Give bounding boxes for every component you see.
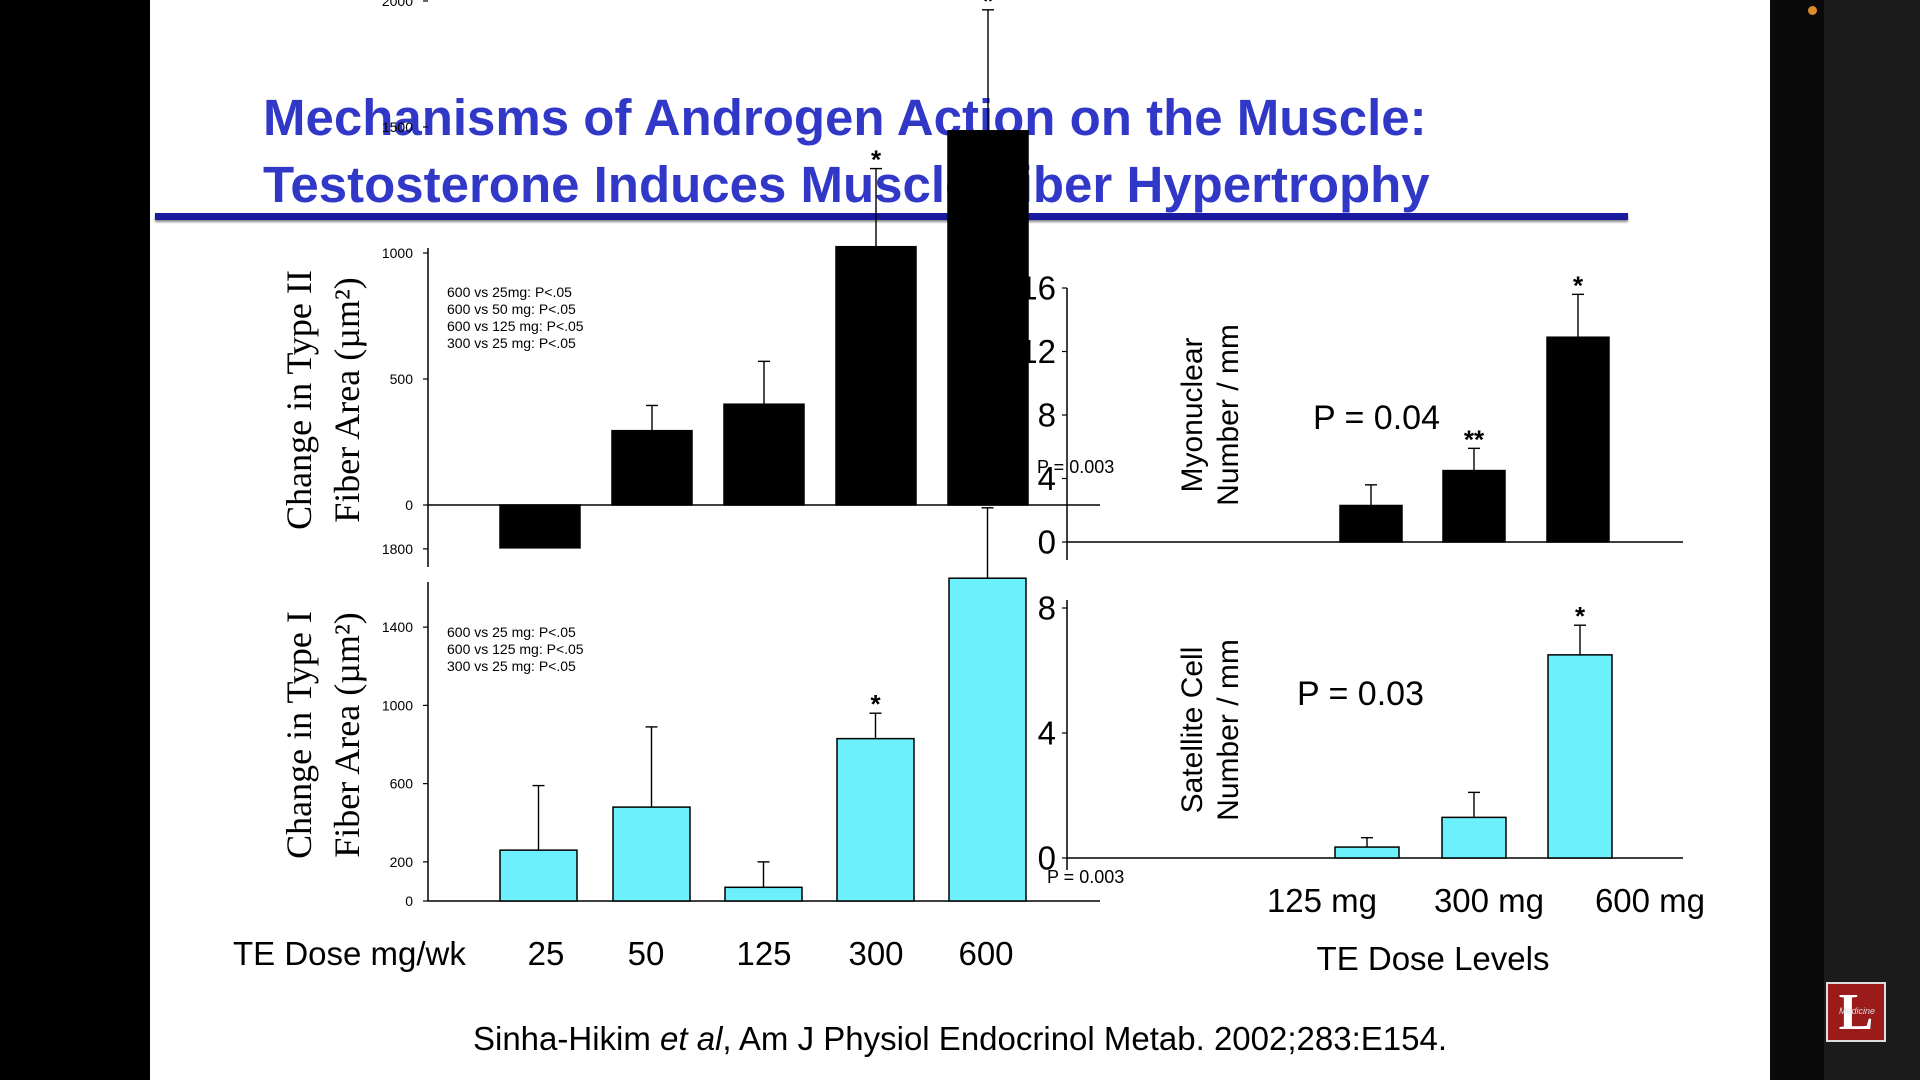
comparison-annotation: 600 vs 125 mg: P<.05 [447,318,584,334]
p-value-label: P = 0.03 [1297,675,1424,713]
y-tick-label: 0 [1038,840,1056,877]
y-axis-label-line2: Number / mm [1212,639,1245,821]
x-category-label: 600 mg [1595,882,1705,919]
bar [835,245,917,506]
y-axis-label: Change in Type II Fiber Area (µm²) [279,270,367,530]
medicine-logo-text: Medicine [1838,1006,1876,1016]
bar [723,403,805,506]
y-tick-label: 8 [1038,397,1056,434]
chart-type1-fiber-area: 1800 1400 1000 600 200 0 * * 600 vs 25 mg: P<.05… [279,484,1124,972]
x-category-label: 50 [628,935,665,972]
y-axis-label-line2: Number / mm [1212,324,1245,506]
x-category-label: 300 mg [1434,882,1544,919]
x-category-label: 125 [736,935,791,972]
medicine-logo: L [1826,982,1886,1042]
comparison-annotation: 600 vs 50 mg: P<.05 [447,301,576,317]
recording-indicator-icon [1808,6,1817,15]
y-axis-label-line1: Satellite Cell [1176,647,1209,814]
significance-star: ** [1464,424,1485,454]
y-tick-label: 12 [1019,333,1056,370]
y-tick-label: 1000 [382,245,413,261]
significance-star: * [982,484,993,514]
comparison-annotation: 600 vs 125 mg: P<.05 [447,641,584,657]
citation: Sinha-Hikim et al, Am J Physiol Endocrin… [150,1020,1770,1058]
bar [1441,816,1507,859]
p-value-label: P = 0.003 [1047,867,1124,887]
bar [836,737,915,902]
y-axis-label: Myonuclear Number / mm [1176,324,1245,506]
bar [1339,504,1403,543]
y-tick-label: 0 [405,893,413,909]
dose-axis-label: TE Dose mg/wk [233,935,466,972]
bar [499,849,578,902]
y-tick-label: 200 [390,854,414,870]
bar [1334,846,1400,859]
y-axis-label-line2: Fiber Area (µm²) [327,277,367,522]
comparison-annotation: 300 vs 25 mg: P<.05 [447,658,576,674]
slide: Mechanisms of Androgen Action on the Mus… [150,0,1770,1080]
comparison-annotation: 600 vs 25 mg: P<.05 [447,624,576,640]
significance-star: * [871,145,882,175]
x-category-label: 600 [958,935,1013,972]
bar [1546,336,1610,543]
y-tick-label: 1400 [382,619,413,635]
y-axis-label-line1: Change in Type II [279,270,319,530]
citation-rest: , Am J Physiol Endocrinol Metab. 2002;28… [722,1020,1448,1057]
bar [947,130,1029,506]
y-tick-label: 8 [1038,590,1056,627]
title-divider [155,213,1628,220]
y-axis-label-line1: Myonuclear [1176,337,1209,492]
y-tick-label: 600 [390,776,414,792]
chart-satellite-cell-number: 8 4 0 * P = 0.03 Satellite Cell Number / mm 125… [1038,590,1705,977]
x-category-label: 125 mg [1267,882,1377,919]
y-tick-label: 4 [1038,715,1056,752]
x-category-label: 300 [848,935,903,972]
slide-title-line1: Mechanisms of Androgen Action on the Mus… [263,89,1427,146]
y-tick-label: 1000 [382,697,413,713]
bar [612,806,691,902]
y-tick-label: 0 [1038,524,1056,561]
significance-star: * [1575,601,1586,631]
x-axis-title: TE Dose Levels [1317,940,1550,977]
y-axis-label: Satellite Cell Number / mm [1176,639,1245,821]
p-value-label: P = 0.003 [1037,457,1114,477]
y-axis-label: Change in Type I Fiber Area (µm²) [279,611,367,859]
y-tick-label: 16 [1019,270,1056,307]
significance-star: * [983,0,994,16]
y-tick-label: 1500 [382,119,413,135]
video-side-panel [1824,0,1920,1080]
bar [948,577,1027,902]
y-tick-label: 2000 [382,0,413,9]
significance-star: * [870,689,881,719]
y-axis-label-line1: Change in Type I [279,611,319,859]
comparison-annotation: 300 vs 25 mg: P<.05 [447,335,576,351]
comparison-annotation: 600 vs 25mg: P<.05 [447,284,572,300]
y-tick-label: 4 [1038,460,1056,497]
bar [611,429,693,506]
citation-author: Sinha-Hikim [472,1020,661,1057]
slide-title: Mechanisms of Androgen Action on the Mus… [263,84,1663,218]
p-value-label: P = 0.04 [1313,399,1440,437]
bar [724,886,803,902]
bar [499,504,581,549]
right-black-bar [1770,0,1824,1080]
y-tick-label: 1800 [382,541,413,557]
bar [1547,654,1613,859]
x-category-label: 25 [528,935,565,972]
y-tick-label: 0 [405,497,413,513]
y-tick-label: 500 [390,371,414,387]
significance-star: * [1573,270,1584,300]
y-axis-label-line2: Fiber Area (µm²) [327,612,367,857]
citation-etal: et al [660,1020,723,1057]
slide-title-line2: Testosterone Induces Muscle Fiber Hypert… [263,156,1430,213]
bar [1442,469,1506,543]
